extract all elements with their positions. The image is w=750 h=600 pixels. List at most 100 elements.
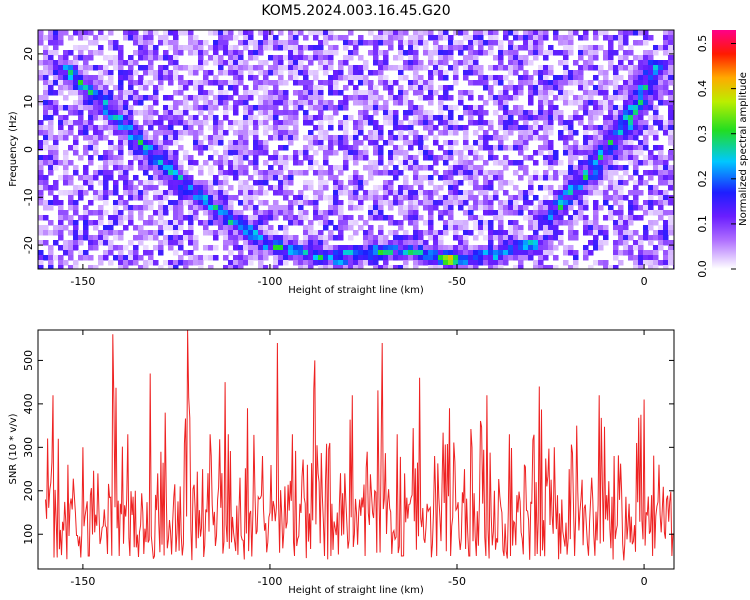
heatmap-cell bbox=[193, 200, 199, 206]
heatmap-cell bbox=[318, 145, 324, 151]
heatmap-cell bbox=[188, 255, 194, 261]
heatmap-cell bbox=[223, 90, 229, 96]
heatmap-cell bbox=[318, 100, 324, 106]
heatmap-cell bbox=[663, 255, 669, 261]
heatmap-cell bbox=[328, 165, 334, 171]
heatmap-cell bbox=[343, 55, 349, 61]
heatmap-cell bbox=[553, 195, 559, 201]
heatmap-cell bbox=[508, 235, 514, 241]
heatmap-cell bbox=[53, 140, 59, 146]
heatmap-cell bbox=[613, 130, 619, 136]
heatmap-cell bbox=[143, 190, 149, 196]
heatmap-cell bbox=[588, 120, 594, 126]
heatmap-cell bbox=[368, 140, 374, 146]
heatmap-cell bbox=[533, 210, 539, 216]
heatmap-cell bbox=[83, 225, 89, 231]
heatmap-cell bbox=[38, 60, 44, 66]
heatmap-cell bbox=[513, 35, 519, 41]
heatmap-cell bbox=[83, 220, 89, 226]
heatmap-cell bbox=[548, 50, 554, 56]
heatmap-cell bbox=[383, 105, 389, 111]
heatmap-cell bbox=[103, 105, 109, 111]
heatmap-cell bbox=[118, 100, 124, 106]
heatmap-cell bbox=[238, 40, 244, 46]
heatmap-cell bbox=[368, 85, 374, 91]
heatmap-cell bbox=[603, 135, 609, 141]
heatmap-cell bbox=[313, 140, 319, 146]
heatmap-cell bbox=[48, 55, 54, 61]
heatmap-cell bbox=[383, 170, 389, 176]
heatmap-cell bbox=[518, 230, 524, 236]
heatmap-cell bbox=[253, 165, 259, 171]
heatmap-cell bbox=[133, 175, 139, 181]
heatmap-cell bbox=[123, 100, 129, 106]
heatmap-cell bbox=[543, 110, 549, 116]
heatmap-cell bbox=[578, 200, 584, 206]
heatmap-cell bbox=[268, 170, 274, 176]
heatmap-cell bbox=[633, 190, 639, 196]
heatmap-cell bbox=[648, 185, 654, 191]
heatmap-cell bbox=[153, 30, 159, 36]
heatmap-cell bbox=[598, 180, 604, 186]
heatmap-cell bbox=[78, 75, 84, 81]
heatmap-cell bbox=[378, 200, 384, 206]
heatmap-cell bbox=[233, 65, 239, 71]
heatmap-cell bbox=[568, 195, 574, 201]
heatmap-cell bbox=[378, 215, 384, 221]
heatmap-cell bbox=[153, 70, 159, 76]
heatmap-cell bbox=[518, 160, 524, 166]
heatmap-cell bbox=[43, 155, 49, 161]
heatmap-cell bbox=[83, 120, 89, 126]
heatmap-cell bbox=[363, 95, 369, 101]
heatmap-cell bbox=[478, 50, 484, 56]
heatmap-cell bbox=[83, 190, 89, 196]
heatmap-cell bbox=[358, 110, 364, 116]
heatmap-cell bbox=[253, 150, 259, 156]
heatmap-cell bbox=[398, 35, 404, 41]
heatmap-cell bbox=[358, 185, 364, 191]
heatmap-cell bbox=[118, 95, 124, 101]
heatmap-cell bbox=[228, 165, 234, 171]
heatmap-cell bbox=[143, 95, 149, 101]
heatmap-cell bbox=[493, 215, 499, 221]
heatmap-cell bbox=[173, 265, 179, 269]
heatmap-cell bbox=[248, 120, 254, 126]
heatmap-cell bbox=[198, 125, 204, 131]
heatmap-cell bbox=[523, 255, 529, 261]
heatmap-cell bbox=[533, 170, 539, 176]
heatmap-cell bbox=[658, 100, 664, 106]
heatmap-cell bbox=[453, 265, 459, 269]
heatmap-cell bbox=[233, 130, 239, 136]
heatmap-cell bbox=[368, 115, 374, 121]
heatmap-cell bbox=[468, 230, 474, 236]
snr-x-tick-label: -150 bbox=[70, 575, 95, 588]
heatmap-cell bbox=[273, 170, 279, 176]
heatmap-cell bbox=[233, 100, 239, 106]
heatmap-cell bbox=[378, 50, 384, 56]
heatmap-cell bbox=[333, 70, 339, 76]
heatmap-cell bbox=[568, 130, 574, 136]
heatmap-cell bbox=[343, 160, 349, 166]
heatmap-cell bbox=[223, 220, 229, 226]
heatmap-cell bbox=[203, 220, 209, 226]
heatmap-cell bbox=[513, 55, 519, 61]
heatmap-cell bbox=[108, 170, 114, 176]
heatmap-cell bbox=[473, 40, 479, 46]
heatmap-cell bbox=[483, 235, 489, 241]
heatmap-cell bbox=[658, 230, 664, 236]
heatmap-cell bbox=[313, 235, 319, 241]
heatmap-cell bbox=[648, 70, 654, 76]
heatmap-cell bbox=[373, 150, 379, 156]
heatmap-cell bbox=[253, 155, 259, 161]
heatmap-cell bbox=[223, 60, 229, 66]
heatmap-cell bbox=[528, 75, 534, 81]
heatmap-cell bbox=[623, 35, 629, 41]
colorbar: 0.00.10.20.30.40.5 Normalized spectral a… bbox=[696, 30, 749, 278]
heatmap-cell bbox=[473, 245, 479, 251]
heatmap-cell bbox=[623, 115, 629, 121]
heatmap-cell bbox=[303, 35, 309, 41]
heatmap-cell bbox=[278, 45, 284, 51]
heatmap-cell bbox=[43, 255, 49, 261]
heatmap-cell bbox=[518, 65, 524, 71]
heatmap-cell bbox=[523, 130, 529, 136]
